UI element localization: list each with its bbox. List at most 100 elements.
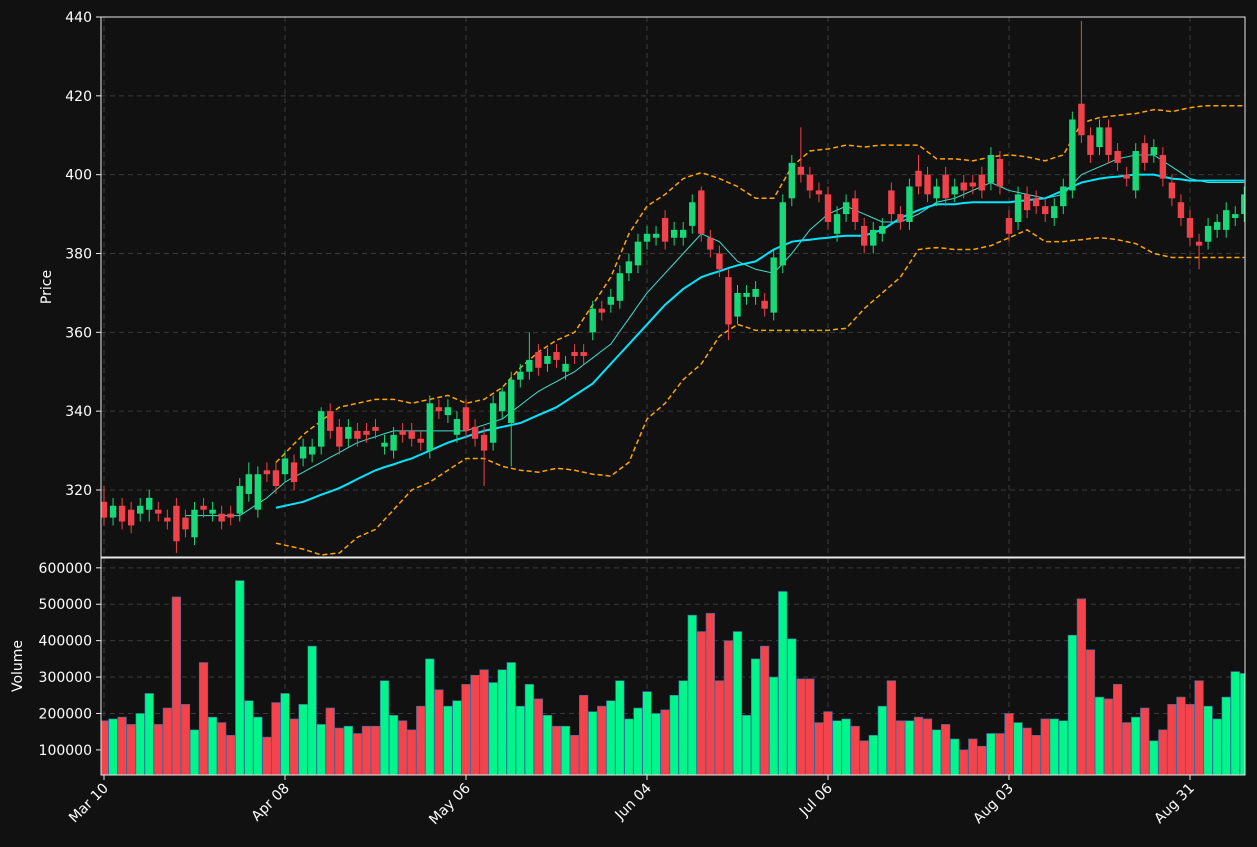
x-tick-label: Aug 03 bbox=[970, 781, 1016, 827]
candle-body bbox=[788, 162, 795, 199]
candle-body bbox=[987, 154, 995, 183]
candle-body bbox=[1114, 151, 1121, 163]
y-tick-label: 380 bbox=[65, 246, 92, 262]
candle-body bbox=[770, 257, 777, 313]
volume-bar bbox=[588, 711, 598, 775]
x-tick-label: May 06 bbox=[426, 780, 474, 828]
volume-bar bbox=[425, 658, 435, 775]
volume-bar bbox=[461, 684, 471, 775]
candle-body bbox=[1060, 186, 1067, 207]
volume-bar bbox=[1040, 718, 1050, 775]
volume-bar bbox=[1194, 680, 1204, 775]
indicator-line bbox=[185, 154, 1245, 517]
volume-bar bbox=[832, 720, 842, 775]
volume-bar bbox=[1013, 722, 1023, 775]
volume-bar bbox=[823, 711, 833, 775]
y-tick-label: 400000 bbox=[39, 634, 92, 650]
volume-bar bbox=[1140, 707, 1150, 775]
candle-body bbox=[680, 229, 687, 238]
panel-frame bbox=[100, 16, 1246, 558]
candle-body bbox=[861, 225, 868, 246]
candle-body bbox=[716, 253, 723, 270]
volume-bar bbox=[968, 738, 978, 775]
candle-body bbox=[118, 505, 126, 522]
candle-body bbox=[1232, 214, 1239, 219]
volume-bar bbox=[814, 722, 824, 775]
y-tick-label: 600000 bbox=[39, 561, 92, 577]
candle-body bbox=[209, 509, 216, 514]
candle-body bbox=[924, 174, 931, 195]
volume-bar bbox=[379, 680, 390, 775]
volume-bar bbox=[1022, 727, 1032, 775]
candle-body bbox=[426, 403, 433, 451]
volume-bar bbox=[705, 613, 715, 775]
volume-bar bbox=[741, 714, 752, 775]
x-tick-label: Mar 10 bbox=[66, 781, 112, 827]
y-tick-label: 500000 bbox=[39, 597, 92, 613]
candle-body bbox=[725, 277, 732, 325]
volume-bar bbox=[805, 678, 815, 775]
y-tick-label: 100000 bbox=[39, 743, 92, 759]
volume-bar bbox=[217, 722, 227, 775]
volume-bar bbox=[524, 684, 534, 775]
candle-body bbox=[915, 170, 922, 187]
candle-body bbox=[589, 308, 596, 333]
volume-bar bbox=[1239, 673, 1245, 775]
volume-bar bbox=[687, 614, 697, 775]
candle-body bbox=[245, 474, 252, 494]
volume-bar bbox=[696, 631, 706, 775]
candle-body bbox=[652, 233, 660, 238]
volume-bar bbox=[361, 725, 372, 775]
volume-bar bbox=[388, 714, 399, 775]
candle-body bbox=[327, 411, 334, 431]
candle-body bbox=[363, 430, 370, 435]
candle-body bbox=[444, 407, 452, 416]
volume-bar bbox=[1212, 718, 1222, 775]
candle-body bbox=[1023, 194, 1031, 211]
candle-body bbox=[634, 241, 642, 266]
volume-bar bbox=[189, 729, 200, 775]
volume-bar bbox=[760, 645, 770, 775]
x-tick-label: Apr 08 bbox=[249, 781, 293, 825]
volume-bar bbox=[135, 713, 145, 775]
volume-bar bbox=[579, 694, 589, 775]
volume-bar bbox=[198, 662, 209, 775]
volume-bar bbox=[1076, 598, 1086, 775]
candle-body bbox=[734, 292, 741, 317]
volume-bar bbox=[533, 698, 543, 775]
candle-body bbox=[1177, 202, 1185, 219]
candle-body bbox=[499, 391, 506, 412]
volume-bar bbox=[1167, 704, 1177, 775]
candle-body bbox=[1223, 210, 1230, 230]
volume-bar bbox=[316, 724, 326, 775]
volume-bar bbox=[144, 693, 154, 775]
volume-bar bbox=[922, 718, 933, 775]
x-tick-label: Jun 04 bbox=[612, 780, 655, 823]
y-tick-label: 200000 bbox=[39, 706, 92, 722]
indicator-line bbox=[275, 173, 1245, 509]
volume-bar bbox=[959, 749, 969, 775]
volume-bar bbox=[416, 705, 426, 775]
candle-body bbox=[824, 194, 832, 222]
volume-bar bbox=[1203, 705, 1213, 775]
candle-body bbox=[616, 273, 624, 301]
y-tick-label: 440 bbox=[65, 10, 92, 26]
volume-bar bbox=[1113, 684, 1123, 775]
candle-body bbox=[562, 363, 569, 372]
candle-body bbox=[299, 446, 307, 459]
candle-body bbox=[661, 218, 669, 242]
candle-body bbox=[281, 458, 289, 475]
volume-bar bbox=[162, 707, 172, 775]
volume-bar bbox=[651, 713, 661, 775]
candle-body bbox=[1123, 174, 1130, 179]
candle-body bbox=[290, 462, 298, 483]
y-tick-label: 300000 bbox=[39, 670, 92, 686]
candle-body bbox=[1078, 103, 1085, 136]
candle-body bbox=[101, 501, 108, 518]
candle-body bbox=[1005, 218, 1013, 234]
candle-body bbox=[462, 407, 470, 431]
candle-body bbox=[643, 233, 651, 242]
volume-bar bbox=[859, 740, 869, 775]
volume-bar bbox=[904, 720, 915, 775]
